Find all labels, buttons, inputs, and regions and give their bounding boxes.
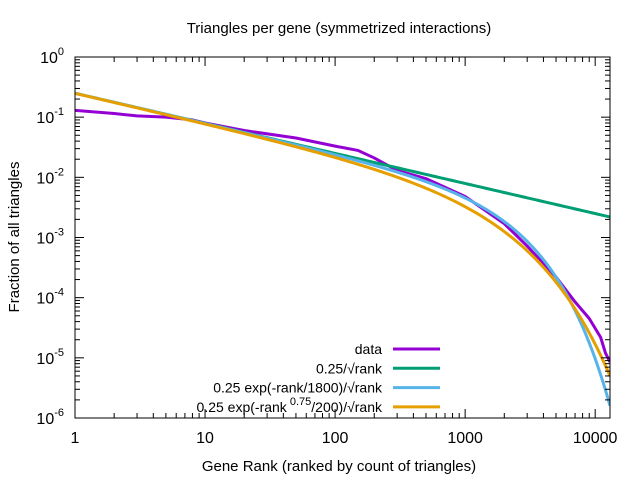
y-tick-base: 10 [36, 110, 54, 127]
x-tick-label: 1 [71, 430, 80, 447]
series-line-4 [75, 91, 610, 377]
y-tick-label: 10-1 [36, 106, 64, 127]
legend-label-text: 0.25 exp(-rank/1800)/√rank [213, 380, 383, 396]
chart-title: Triangles per gene (symmetrized interact… [187, 20, 492, 37]
y-tick-exponent: 0 [58, 46, 64, 58]
y-tick-base: 10 [36, 291, 54, 308]
y-tick-exponent: -2 [54, 166, 64, 178]
x-tick-label: 100 [322, 430, 349, 447]
legend-label: 0.25 exp(-rank/1800)/√rank [213, 380, 383, 396]
x-tick-label: 10 [196, 430, 214, 447]
y-tick-exponent: -1 [54, 106, 64, 118]
y-tick-base: 10 [36, 170, 54, 187]
axis-ticks: 1 10 100 1000 1000010010-110-210-310-410-510… [36, 46, 617, 447]
y-tick-label: 100 [40, 46, 64, 67]
x-tick-label: 10000 [573, 430, 618, 447]
y-tick-exponent: -6 [54, 407, 64, 419]
legend-label-text: 0.25 exp(-rank [197, 399, 288, 415]
y-tick-label: 10-5 [36, 347, 64, 368]
legend-label-text: data [355, 341, 382, 357]
y-tick-base: 10 [36, 231, 54, 248]
legend-label-superscript: 0.75 [287, 396, 311, 408]
y-tick-exponent: -3 [54, 227, 64, 239]
y-tick-exponent: -5 [54, 347, 64, 359]
y-tick-label: 10-4 [36, 287, 64, 308]
legend-label-text: 0.25/√rank [316, 360, 383, 376]
legend-label-text: /200)/√rank [311, 399, 383, 415]
plot-area [75, 91, 610, 407]
y-axis-label: Fraction of all triangles [6, 162, 23, 313]
x-axis-label: Gene Rank (ranked by count of triangles) [202, 458, 476, 475]
legend: data 0.25/√rank 0.25 exp(-rank/1800)/√rank… [197, 341, 440, 415]
y-tick-label: 10-3 [36, 227, 64, 248]
x-tick-label: 1000 [447, 430, 483, 447]
y-tick-exponent: -4 [54, 287, 64, 299]
y-tick-base: 10 [36, 411, 54, 428]
y-tick-base: 10 [40, 50, 58, 67]
legend-label: 0.25/√rank [316, 360, 383, 376]
legend-label: data [355, 341, 382, 357]
y-tick-label: 10-2 [36, 166, 64, 187]
legend-label: 0.25 exp(-rank 0.75/200)/√rank [197, 396, 383, 415]
y-tick-base: 10 [36, 351, 54, 368]
y-tick-label: 10-6 [36, 407, 64, 428]
